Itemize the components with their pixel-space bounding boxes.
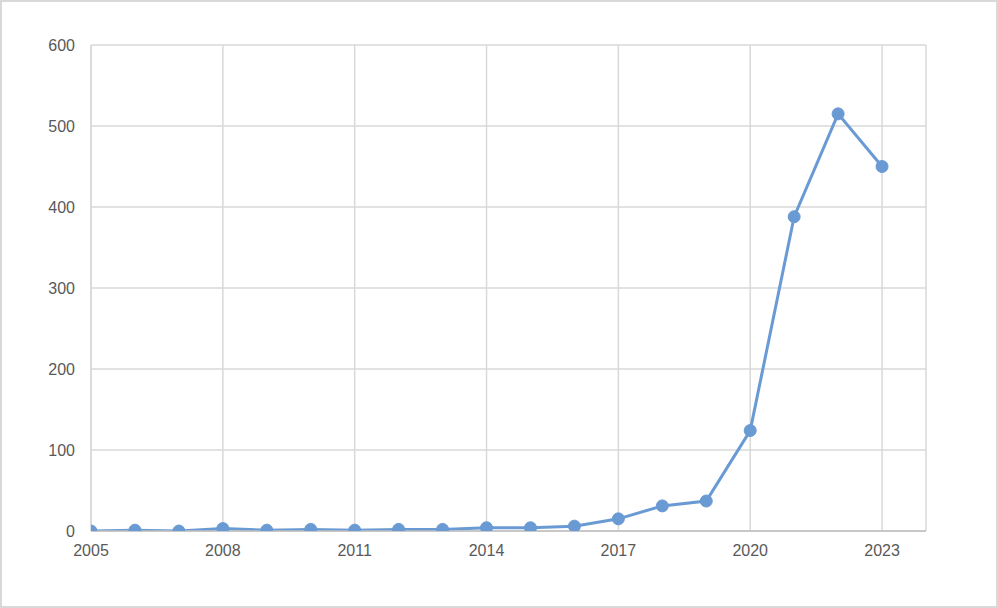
svg-text:400: 400 (48, 199, 75, 216)
svg-text:600: 600 (48, 37, 75, 54)
svg-text:2020: 2020 (732, 542, 768, 559)
svg-text:2011: 2011 (337, 542, 372, 559)
svg-text:0: 0 (66, 523, 75, 540)
svg-text:2017: 2017 (601, 542, 637, 559)
svg-text:2023: 2023 (864, 542, 900, 559)
svg-text:500: 500 (48, 118, 75, 135)
svg-text:100: 100 (48, 442, 75, 459)
svg-text:300: 300 (48, 280, 75, 297)
svg-text:200: 200 (48, 361, 75, 378)
svg-text:2008: 2008 (205, 542, 241, 559)
svg-text:2014: 2014 (469, 542, 505, 559)
svg-text:2005: 2005 (73, 542, 109, 559)
